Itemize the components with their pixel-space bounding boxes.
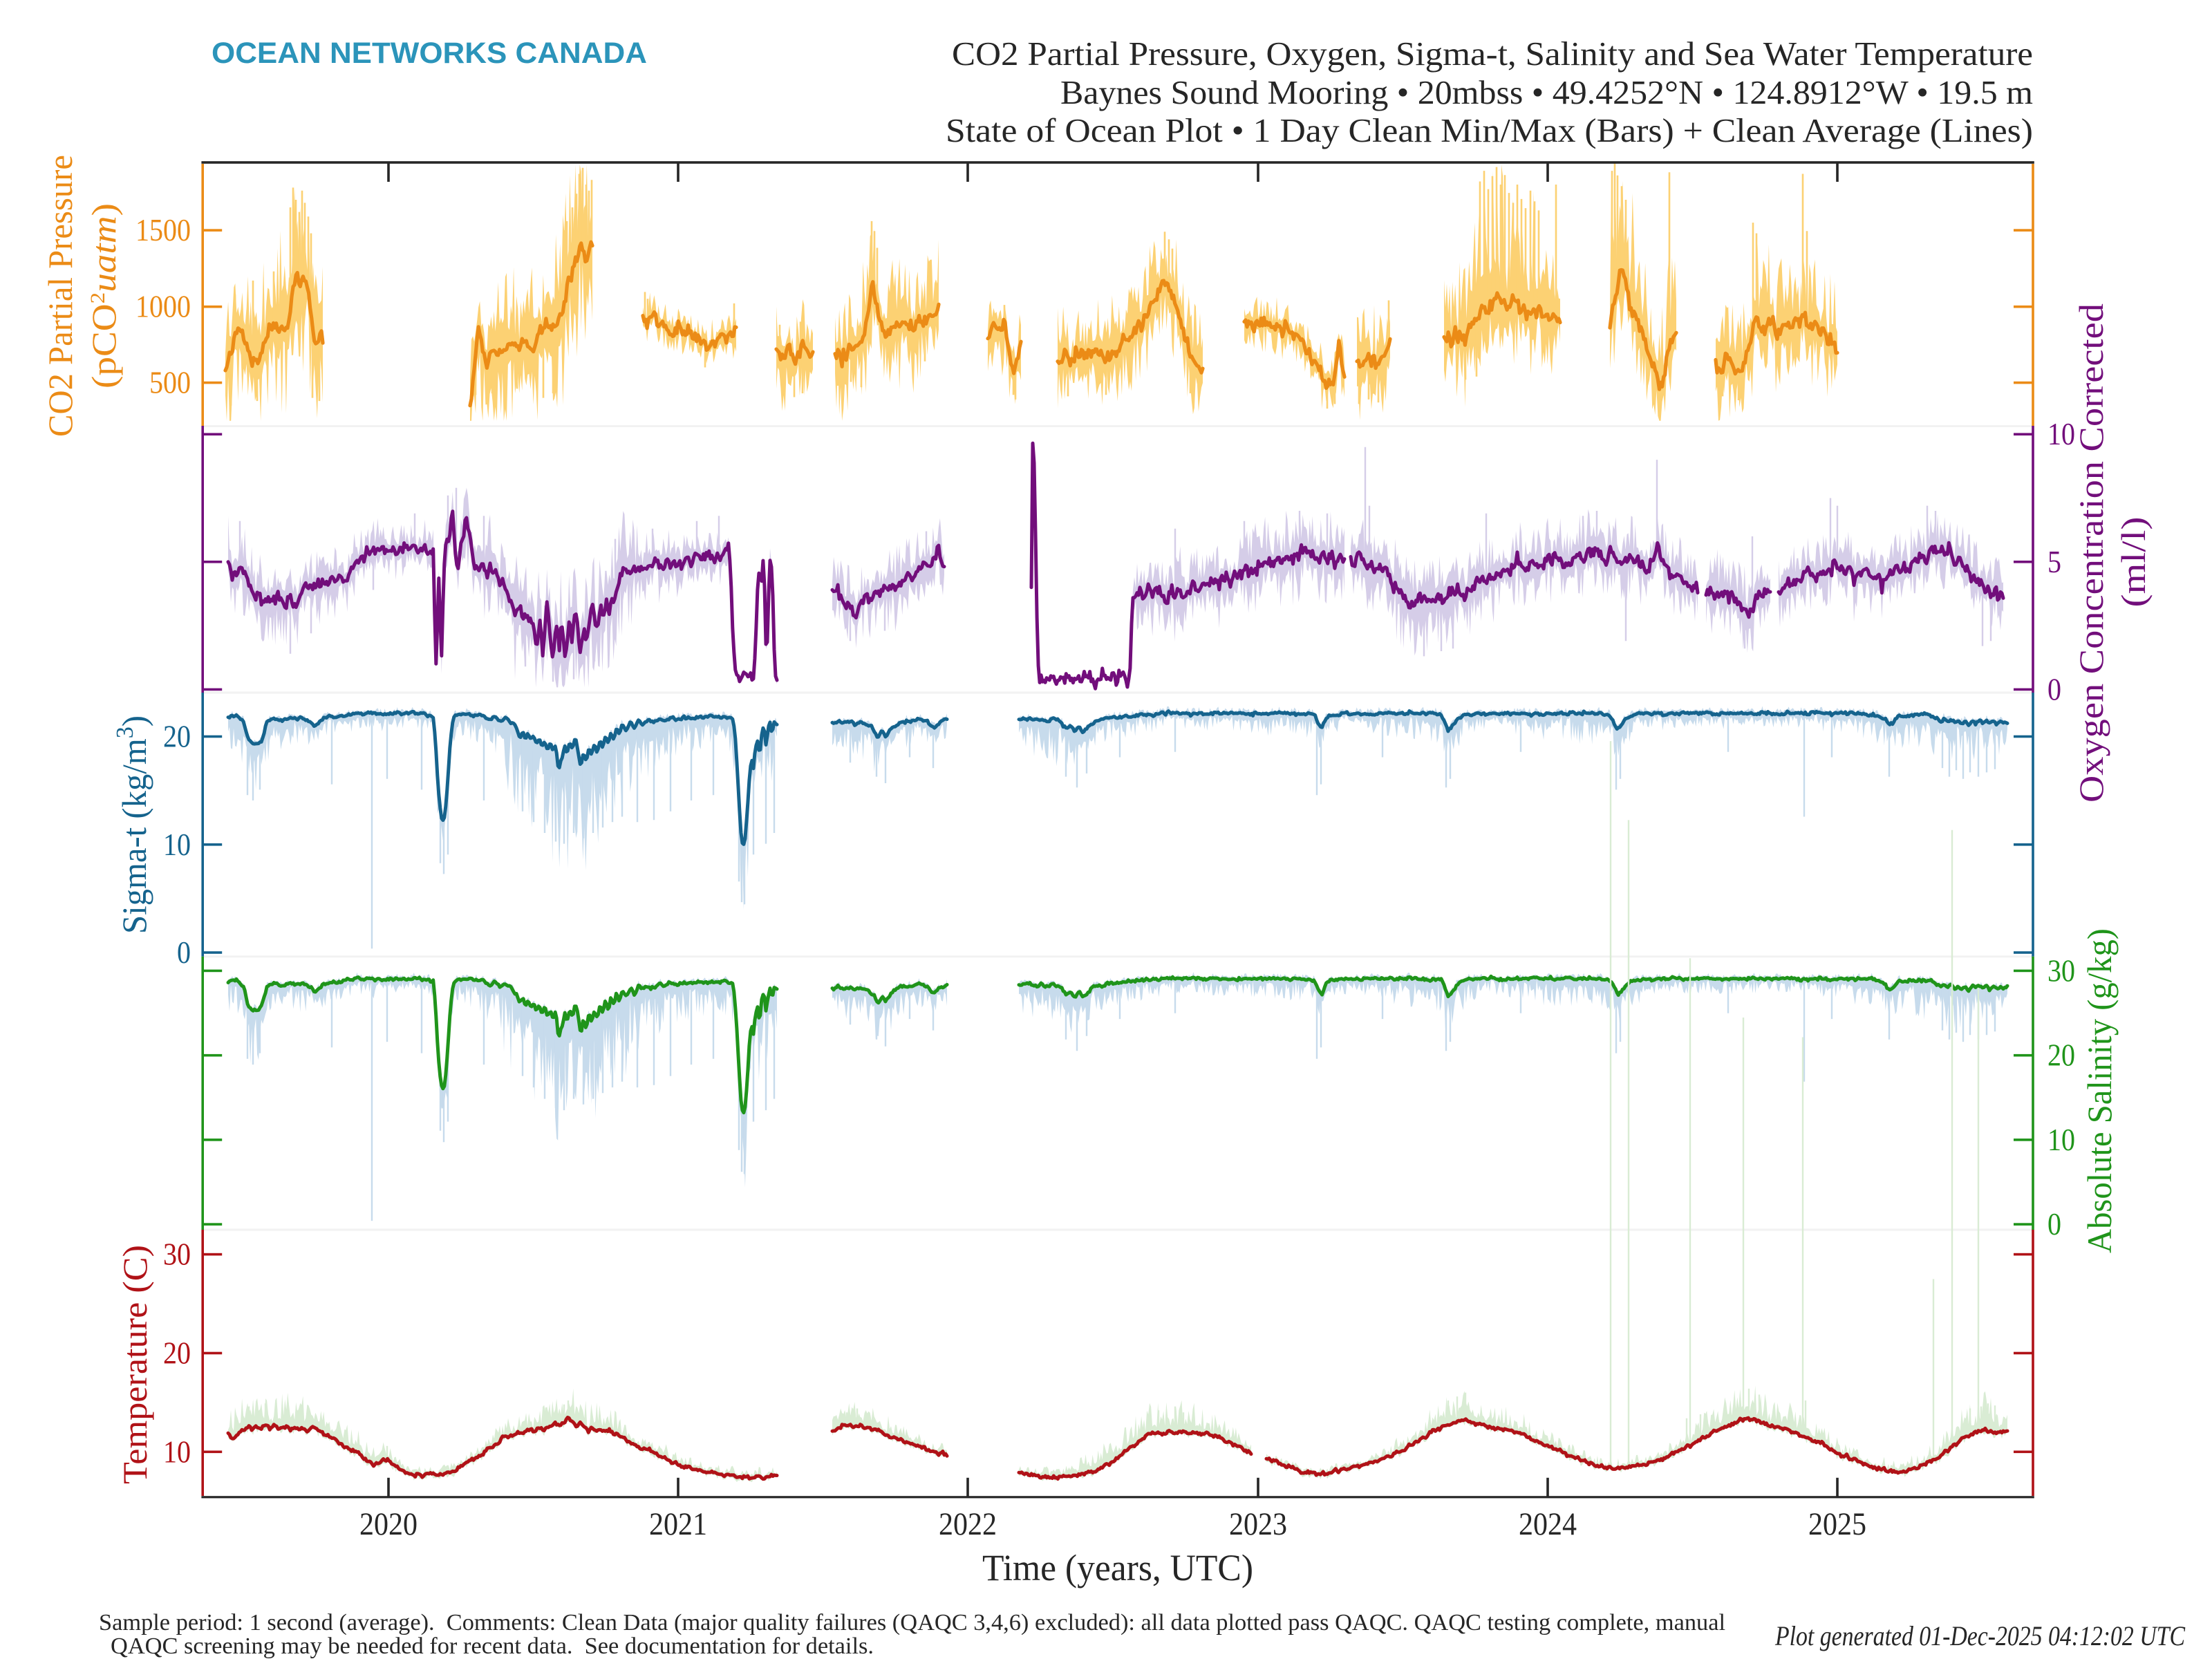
svg-text:0: 0 (2047, 672, 2061, 706)
svg-text:10: 10 (2047, 1123, 2075, 1157)
svg-text:20: 20 (163, 1336, 191, 1371)
svg-text:20: 20 (163, 720, 191, 754)
svg-text:30: 30 (163, 1237, 191, 1272)
svg-text:2020: 2020 (359, 1506, 418, 1542)
svg-text:State of Ocean Plot • 1 Day Cl: State of Ocean Plot • 1 Day Clean Min/Ma… (946, 111, 2033, 149)
svg-text:10: 10 (163, 827, 191, 862)
svg-text:Absolute Salinity (g/kg): Absolute Salinity (g/kg) (2080, 928, 2119, 1253)
svg-text:10: 10 (2047, 417, 2075, 451)
svg-text:5: 5 (2047, 545, 2061, 579)
svg-text:QAQC screening may be needed f: QAQC screening may be needed for recent … (111, 1633, 874, 1659)
svg-text:Time (years, UTC): Time (years, UTC) (982, 1547, 1253, 1588)
svg-text:2024: 2024 (1519, 1506, 1577, 1542)
svg-text:30: 30 (2047, 953, 2075, 988)
svg-text:0: 0 (177, 935, 191, 970)
svg-text:20: 20 (2047, 1038, 2075, 1073)
svg-text:10: 10 (163, 1434, 191, 1469)
svg-text:Plot generated 01-Dec-2025 04:: Plot generated 01-Dec-2025 04:12:02 UTC (1774, 1620, 2186, 1651)
svg-text:CO2 Partial Pressure: CO2 Partial Pressure (41, 155, 79, 437)
svg-text:2023: 2023 (1229, 1506, 1287, 1542)
svg-text:2022: 2022 (939, 1506, 997, 1542)
svg-text:(ml/l): (ml/l) (2114, 517, 2153, 608)
svg-text:Sigma-t (kg/m3): Sigma-t (kg/m3) (111, 715, 154, 934)
svg-text:Temperature (C): Temperature (C) (115, 1245, 154, 1484)
svg-text:Sample period: 1 second (avera: Sample period: 1 second (average). Comme… (99, 1610, 1725, 1635)
svg-text:1500: 1500 (135, 213, 191, 247)
svg-text:OCEAN NETWORKS CANADA: OCEAN NETWORKS CANADA (212, 37, 647, 70)
svg-text:Oxygen Concentration Corrected: Oxygen Concentration Corrected (2072, 303, 2110, 803)
svg-text:0: 0 (2047, 1207, 2061, 1241)
svg-text:500: 500 (149, 366, 191, 400)
svg-text:2025: 2025 (1808, 1506, 1866, 1542)
svg-text:2021: 2021 (649, 1506, 707, 1542)
svg-text:1000: 1000 (135, 290, 191, 324)
svg-text:CO2 Partial Pressure, Oxygen,: CO2 Partial Pressure, Oxygen, Sigma-t, S… (952, 35, 2033, 73)
svg-text:Baynes Sound Mooring • 20mbss: Baynes Sound Mooring • 20mbss • 49.4252°… (1060, 73, 2033, 111)
